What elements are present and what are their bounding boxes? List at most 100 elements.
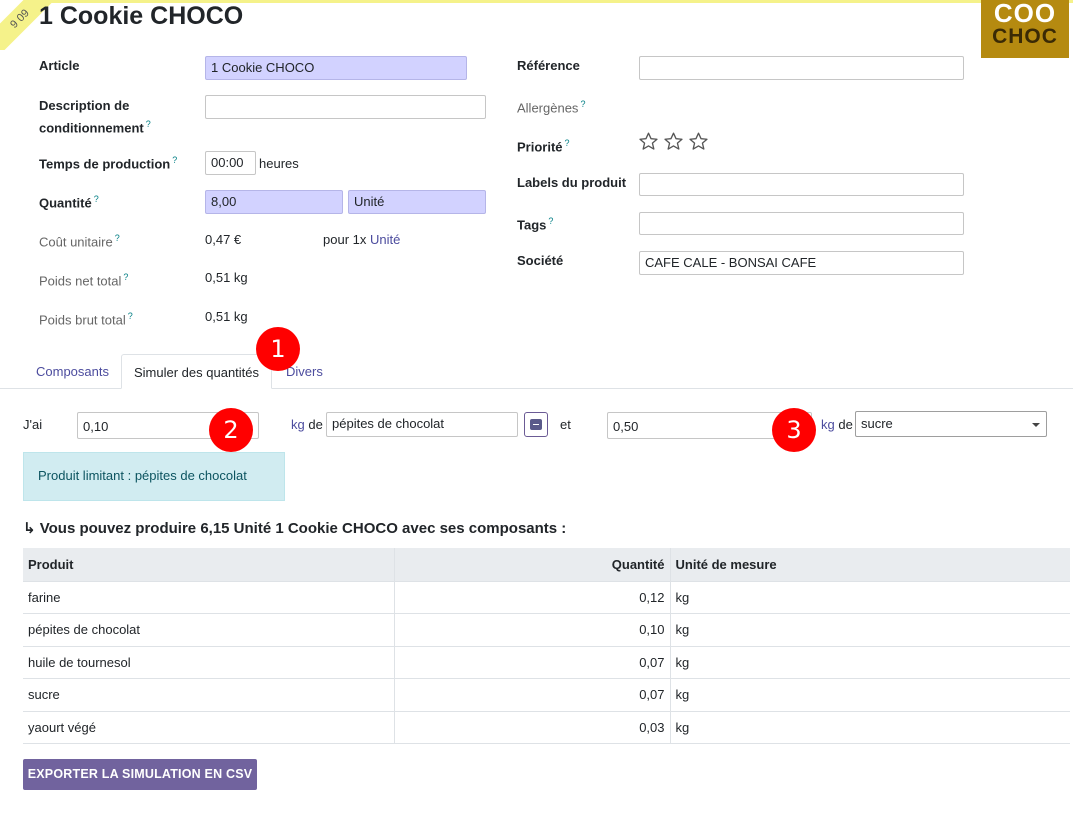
cell-uom: kg	[670, 678, 1070, 711]
help-icon[interactable]: ?	[564, 138, 570, 148]
cell-quantity: 0,03	[394, 710, 671, 744]
minus-icon	[530, 419, 542, 430]
limiting-product-alert: Produit limitant : pépites de chocolat	[23, 452, 285, 501]
tab-composants[interactable]: Composants	[36, 364, 109, 379]
description-field[interactable]	[205, 95, 486, 119]
i-have-label: J'ai	[23, 417, 43, 432]
help-icon[interactable]: ?	[172, 155, 178, 165]
quantity-field[interactable]: 8,00	[205, 190, 343, 214]
result-amount: 6,15 Unité 1 Cookie CHOCO	[200, 520, 398, 537]
unit-cost-label-text: Coût unitaire	[39, 234, 113, 250]
uom-2-text: kg de	[821, 417, 853, 432]
priority-stars	[638, 131, 709, 152]
help-icon[interactable]: ?	[93, 194, 99, 204]
unit-cost-label: Coût unitaire?	[39, 229, 120, 251]
cell-product: pépites de chocolat	[23, 613, 395, 646]
table-row: farine 0,12 kg	[23, 580, 1070, 614]
chevron-down-icon	[1032, 423, 1040, 427]
net-weight-value: 0,51 kg	[205, 270, 248, 285]
company-label: Société	[517, 253, 564, 268]
tags-label: Tags?	[517, 212, 553, 234]
product-1-field[interactable]: pépites de chocolat	[326, 412, 518, 437]
help-icon[interactable]: ?	[145, 119, 151, 129]
cell-product: farine	[23, 580, 395, 614]
allergens-label-text: Allergènes	[517, 100, 579, 116]
net-weight-label: Poids net total?	[39, 268, 128, 290]
remove-button[interactable]	[524, 412, 548, 437]
quantity-label: Quantité?	[39, 190, 99, 212]
company-field[interactable]: CAFE CALE - BONSAI CAFE	[639, 251, 964, 275]
reference-label: Référence	[517, 58, 580, 73]
product-logo: COO CHOC	[981, 0, 1069, 58]
table-row: yaourt végé 0,03 kg	[23, 710, 1070, 744]
of-1-text: de	[308, 417, 323, 432]
production-time-label-text: Temps de production	[39, 156, 171, 172]
cell-quantity: 0,10	[394, 613, 671, 646]
cell-uom: kg	[670, 580, 1070, 614]
allergens-label: Allergènes?	[517, 95, 585, 117]
result-suffix: avec ses composants :	[402, 520, 567, 537]
cell-uom: kg	[670, 710, 1070, 744]
notebook-tabs: Composants Simuler des quantités Divers	[0, 354, 1073, 389]
cell-product: huile de tournesol	[23, 645, 395, 679]
help-icon[interactable]: ?	[114, 233, 120, 243]
table-row: sucre 0,07 kg	[23, 678, 1070, 711]
help-icon[interactable]: ?	[548, 216, 554, 226]
column-header-uom[interactable]: Unité de mesure	[670, 548, 1070, 581]
priority-label-text: Priorité	[517, 139, 563, 155]
cell-uom: kg	[670, 613, 1070, 646]
product-labels-label: Labels du produit	[517, 175, 627, 190]
quantity-uom-field[interactable]: Unité	[348, 190, 486, 214]
tab-simuler-quantites[interactable]: Simuler des quantités	[121, 354, 273, 389]
production-result: ↳ Vous pouvez produire 6,15 Unité 1 Cook…	[23, 519, 566, 537]
uom-2-link[interactable]: kg	[821, 417, 835, 432]
net-weight-label-text: Poids net total	[39, 273, 122, 289]
cell-product: yaourt végé	[23, 710, 395, 744]
unit-cost-per-text: pour 1x	[323, 232, 367, 247]
page-title: 1 Cookie CHOCO	[39, 2, 244, 30]
description-label: Description de conditionnement?	[39, 96, 151, 137]
tab-divers[interactable]: Divers	[286, 364, 323, 379]
cell-quantity: 0,07	[394, 645, 671, 679]
table-header-row: Produit Quantité Unité de mesure	[23, 548, 1070, 581]
article-label: Article	[39, 58, 80, 73]
product-labels-field[interactable]	[639, 173, 964, 196]
annotation-badge-2: 2	[209, 408, 253, 452]
product-2-select[interactable]: sucre	[855, 411, 1047, 437]
annotation-badge-1: 1	[256, 327, 300, 371]
components-table: Produit Quantité Unité de mesure farine …	[23, 548, 1070, 744]
cell-quantity: 0,07	[394, 678, 671, 711]
article-field[interactable]: 1 Cookie CHOCO	[205, 56, 467, 80]
production-time-field[interactable]: 00:00	[205, 151, 256, 175]
description-label-line1: Description de	[39, 98, 130, 113]
star-icon[interactable]	[688, 131, 709, 152]
column-header-quantity[interactable]: Quantité	[394, 548, 671, 581]
quantity-label-text: Quantité	[39, 195, 92, 211]
cell-product: sucre	[23, 678, 395, 711]
help-icon[interactable]: ?	[580, 99, 586, 109]
description-label-line2: conditionnement	[39, 120, 144, 136]
tags-label-text: Tags	[517, 217, 547, 233]
cell-uom: kg	[670, 645, 1070, 679]
annotation-badge-3: 3	[772, 408, 816, 452]
product-2-value: sucre	[861, 416, 893, 431]
tags-field[interactable]	[639, 212, 964, 235]
unit-cost-uom-link[interactable]: Unité	[370, 232, 401, 247]
uom-1-text: kg de	[291, 417, 323, 432]
reference-field[interactable]	[639, 56, 964, 80]
of-2-text: de	[838, 417, 853, 432]
unit-cost-per: pour 1x Unité	[323, 232, 400, 247]
result-prefix: ↳ Vous pouvez produire	[23, 520, 197, 537]
export-csv-button[interactable]: EXPORTER LA SIMULATION EN CSV	[23, 759, 257, 790]
top-ribbon-line	[30, 0, 1073, 3]
table-row: pépites de chocolat 0,10 kg	[23, 613, 1070, 646]
table-row: huile de tournesol 0,07 kg	[23, 645, 1070, 679]
help-icon[interactable]: ?	[123, 272, 129, 282]
star-icon[interactable]	[638, 131, 659, 152]
logo-line-2: CHOC	[992, 25, 1058, 48]
gross-weight-value: 0,51 kg	[205, 309, 248, 324]
star-icon[interactable]	[663, 131, 684, 152]
help-icon[interactable]: ?	[127, 311, 133, 321]
column-header-product[interactable]: Produit	[23, 548, 395, 581]
uom-1-link[interactable]: kg	[291, 417, 305, 432]
